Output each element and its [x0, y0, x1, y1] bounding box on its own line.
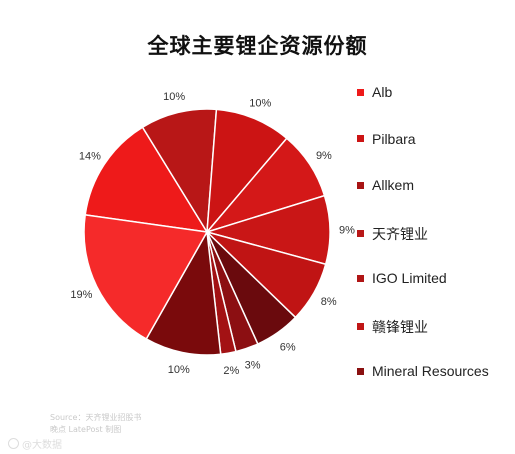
legend-swatch: [357, 230, 364, 237]
source-line-2: 晚点 LatePost 制图: [50, 425, 122, 434]
chart-title: 全球主要锂企资源份额: [147, 34, 368, 58]
pie-slice: [84, 126, 209, 233]
slice-label: 6%: [280, 341, 296, 353]
slice-label: 8%: [321, 296, 337, 308]
legend-swatch: [357, 367, 364, 375]
pie-slice: [206, 108, 288, 235]
pie-slice: [145, 229, 222, 356]
legend-swatch: [357, 323, 364, 330]
pie-slice: [83, 214, 209, 340]
slice-label: 9%: [339, 225, 355, 237]
source-note: Source：天齐锂业招股书 晚点 LatePost 制图: [50, 412, 141, 436]
legend-item: Alb: [357, 84, 392, 100]
slice-label: 14%: [79, 150, 101, 162]
pie-slice: [141, 108, 218, 235]
legend-swatch: [357, 88, 364, 96]
watermark: @大数据: [8, 436, 62, 451]
slice-label: 2%: [223, 365, 239, 377]
legend-label: Mineral Resources: [372, 363, 489, 379]
slice-label: 10%: [163, 91, 185, 103]
legend-item: 天齐锂业: [357, 224, 428, 244]
legend-label: IGO Limited: [372, 270, 447, 286]
slice-label: 19%: [70, 289, 92, 301]
legend-item: Mineral Resources: [357, 363, 489, 379]
legend-swatch: [357, 274, 364, 282]
legend-item: Allkem: [357, 177, 414, 193]
watermark-text: @大数据: [22, 440, 62, 451]
watermark-icon: [8, 438, 19, 449]
slice-label: 9%: [316, 150, 332, 162]
legend-label: 赣锋锂业: [372, 318, 428, 335]
legend-swatch: [357, 135, 364, 142]
legend-label: Alb: [372, 84, 393, 100]
slice-label: 3%: [245, 359, 261, 371]
source-line-1: Source：天齐锂业招股书: [50, 413, 142, 422]
slice-label: 10%: [168, 364, 190, 376]
legend-label: Allkem: [372, 177, 415, 193]
legend-item: 赣锋锂业: [357, 317, 428, 337]
legend-item: Pilbara: [357, 131, 416, 147]
legend-swatch: [357, 181, 364, 189]
slice-label: 10%: [249, 98, 271, 110]
legend-item: IGO Limited: [357, 270, 447, 286]
legend-label: 天齐锂业: [372, 225, 428, 242]
legend-label: Pilbara: [372, 130, 416, 147]
